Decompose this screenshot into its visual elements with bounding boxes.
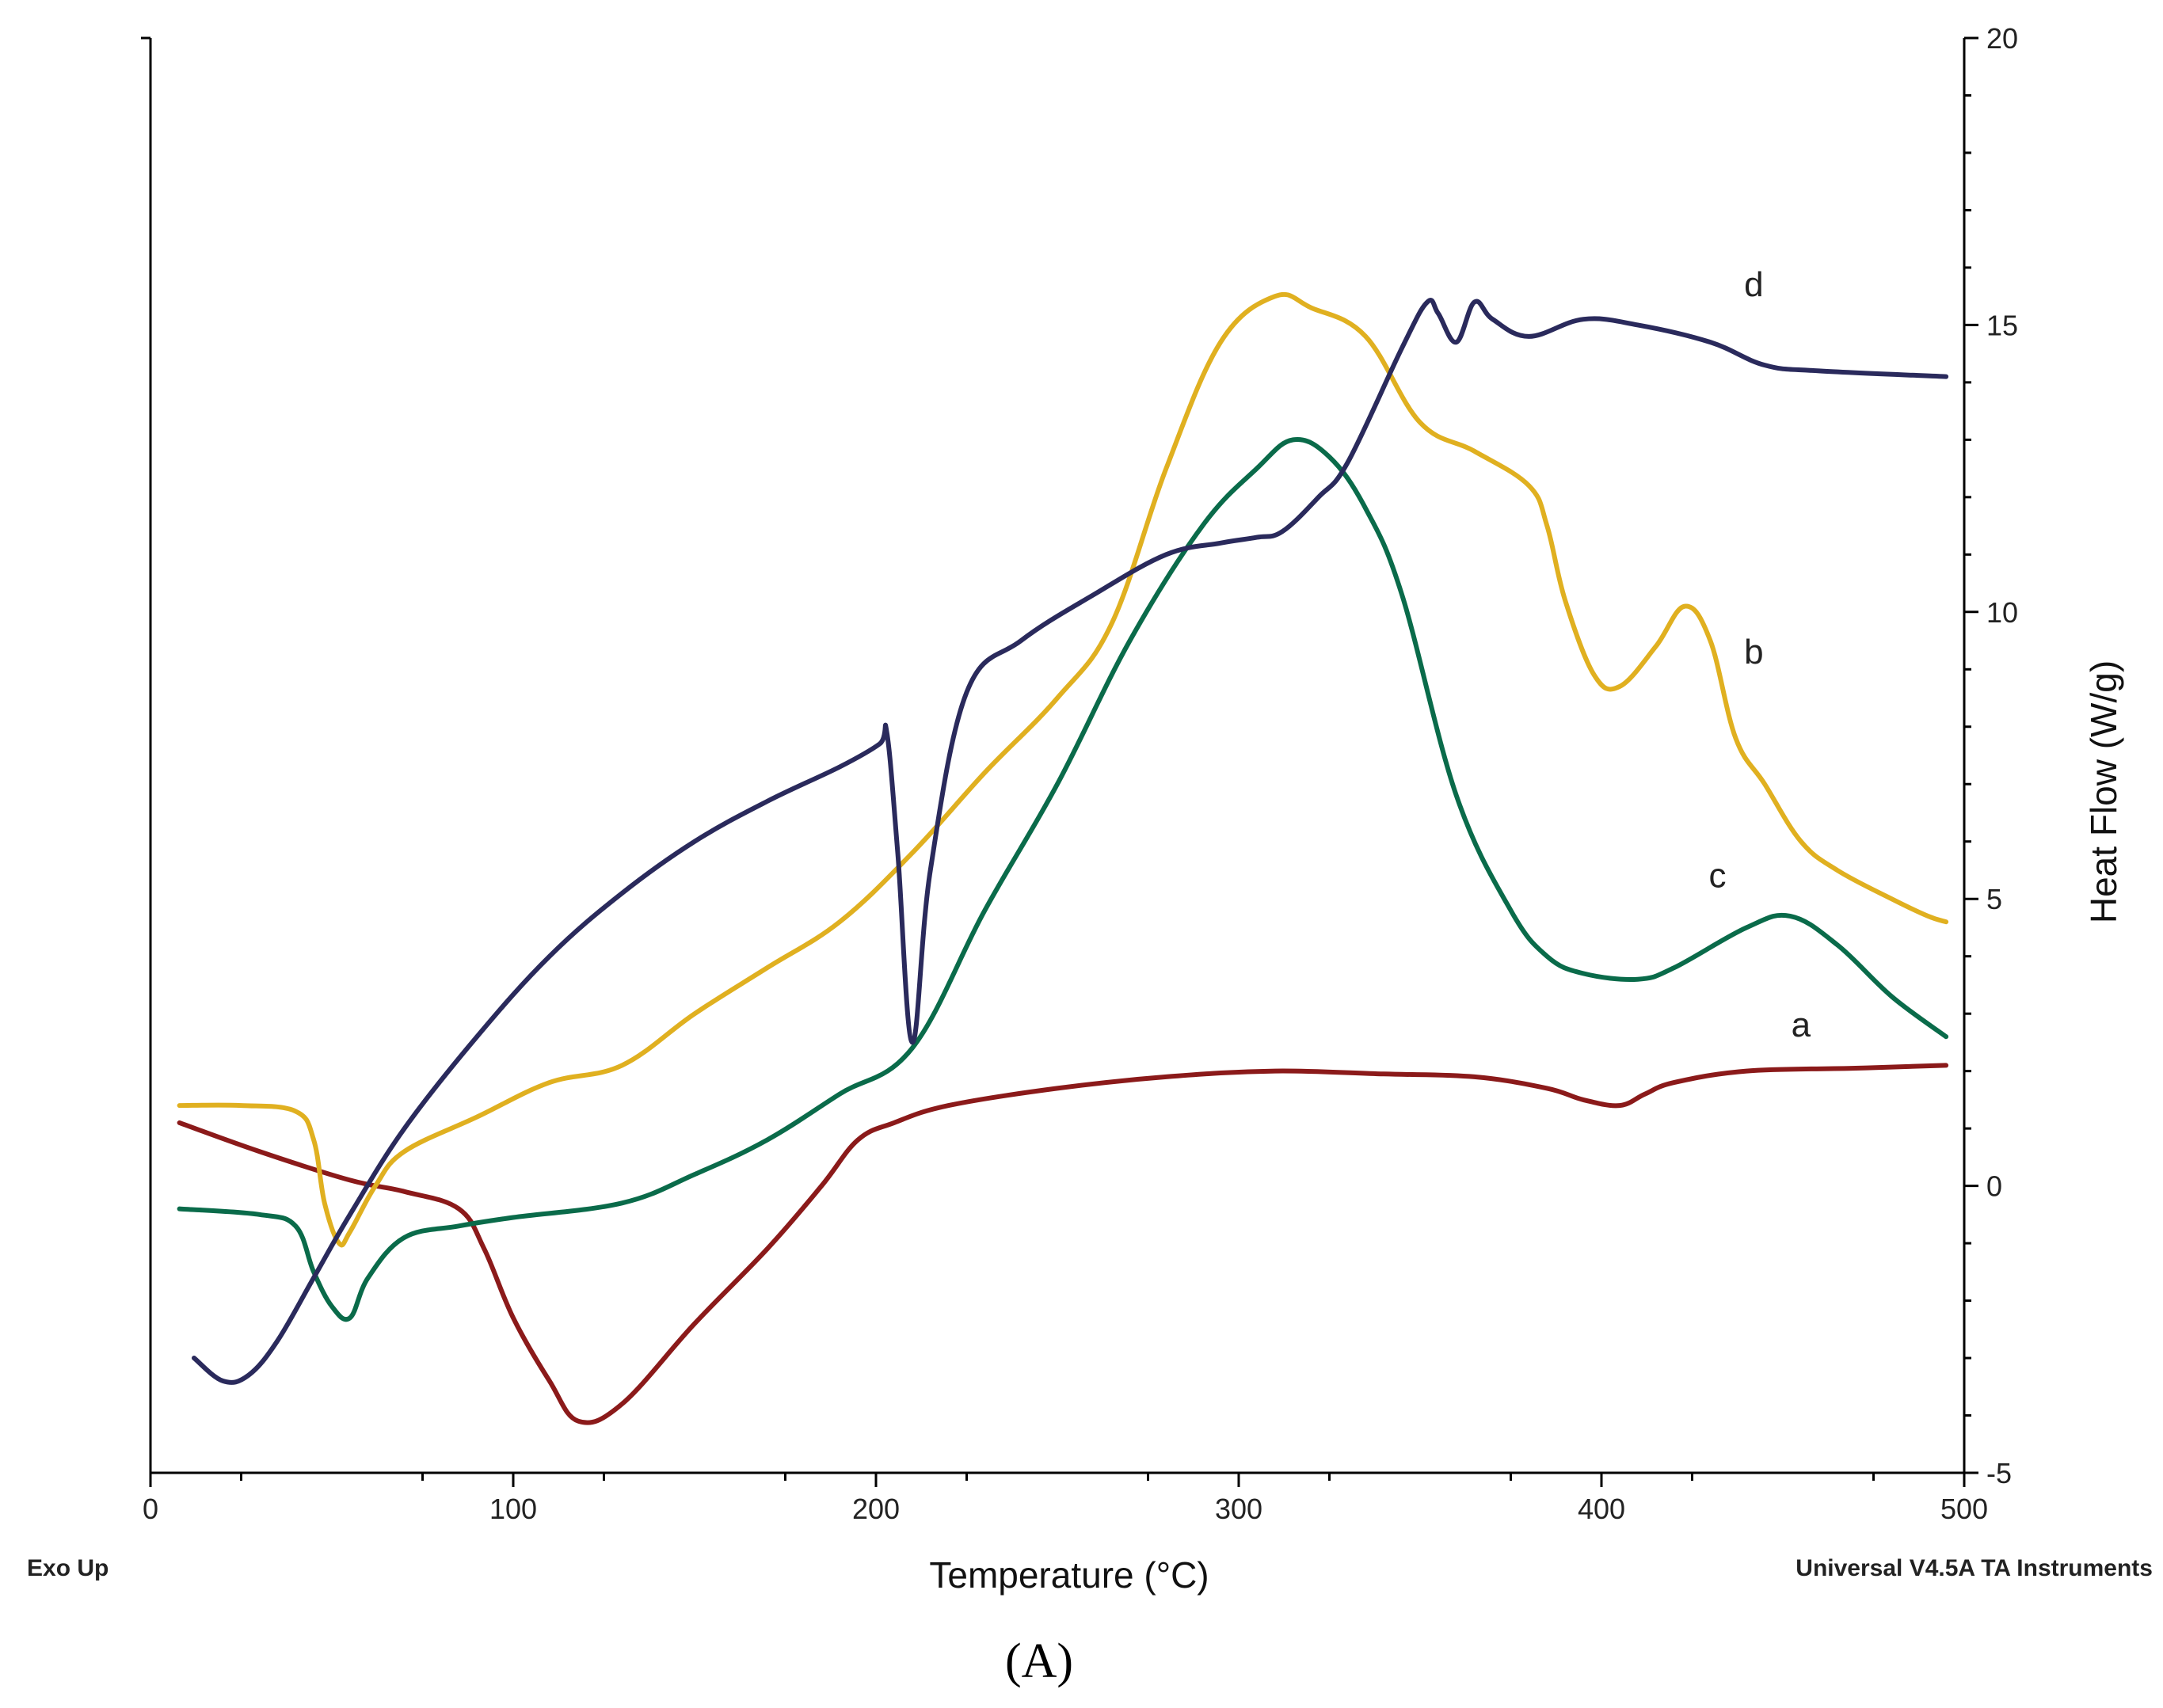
curve-label-c: c — [1709, 857, 1727, 896]
instrument-note: Universal V4.5A TA Instruments — [1796, 1555, 2153, 1581]
exo-up-note: Exo Up — [27, 1555, 109, 1581]
y-tick-label: 10 — [1986, 596, 2018, 629]
x-tick-label: 400 — [1578, 1493, 1625, 1525]
tick-labels: 0 100 200 300 400 500 -5 0 5 10 15 20 — [143, 22, 2018, 1525]
y-tick-label: -5 — [1986, 1457, 2012, 1489]
x-tick-label: 100 — [489, 1493, 537, 1525]
axes — [141, 36, 1978, 1487]
series-line-c — [177, 436, 1949, 1322]
series-line-d — [192, 298, 1949, 1385]
curve-label-b: b — [1744, 633, 1763, 671]
series-line-b — [177, 291, 1949, 1248]
series-line-a — [177, 1063, 1949, 1425]
x-tick-label: 300 — [1215, 1493, 1262, 1525]
x-axis-title: Temperature (°C) — [929, 1554, 1209, 1596]
curve-label-d: d — [1744, 265, 1763, 304]
curve-label-a: a — [1792, 1006, 1811, 1044]
y-axis-title: Heat Flow (W/g) — [2083, 660, 2124, 923]
y-tick-label: 20 — [1986, 22, 2018, 55]
y-tick-label: 15 — [1986, 309, 2018, 341]
y-tick-label: 5 — [1986, 883, 2002, 915]
curve-labels: a b c d — [1709, 265, 1811, 1044]
x-tick-label: 500 — [1940, 1493, 1988, 1525]
series-layer — [177, 291, 1949, 1425]
x-tick-label: 200 — [852, 1493, 900, 1525]
x-tick-label: 0 — [143, 1493, 158, 1525]
y-tick-label: 0 — [1986, 1170, 2002, 1203]
panel-label: (A) — [1005, 1634, 1073, 1688]
